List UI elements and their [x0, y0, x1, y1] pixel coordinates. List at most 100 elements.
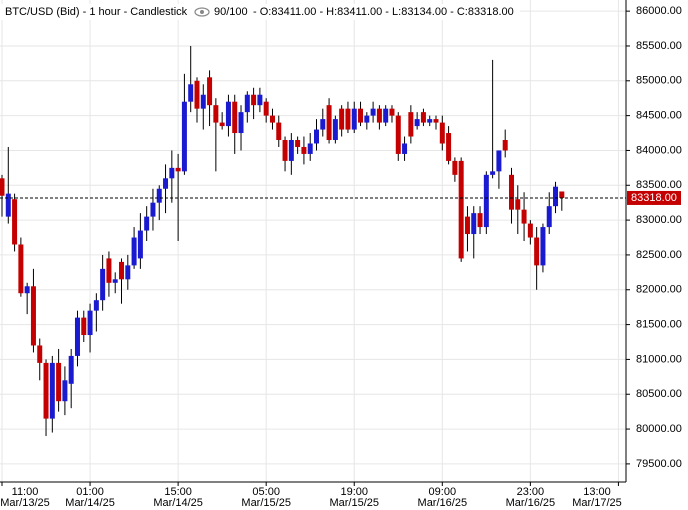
candle-body	[244, 94, 250, 113]
y-tick-label: 83500.00	[636, 179, 682, 191]
candle-body	[119, 261, 125, 280]
candle-body	[200, 94, 206, 109]
candle-body	[364, 115, 370, 123]
x-tick-label: 19:00	[340, 486, 368, 498]
candle-body	[295, 140, 301, 147]
y-tick-label: 79500.00	[636, 458, 682, 470]
chart-title: BTC/USD (Bid) - 1 hour - Candlestick	[5, 6, 188, 18]
candle-body	[376, 108, 382, 123]
candle-body	[471, 213, 477, 235]
candle-body	[332, 119, 338, 141]
candle-body	[527, 223, 533, 238]
candle-body	[502, 140, 508, 151]
candle-body	[446, 133, 452, 161]
x-tick-date: Mar/15/25	[329, 497, 379, 509]
candle-body	[24, 286, 30, 294]
candle-body	[181, 101, 187, 172]
candle-body	[93, 300, 99, 311]
candle-body	[307, 143, 313, 154]
candle-body	[408, 112, 414, 137]
candle-body	[433, 119, 439, 123]
candle-body	[238, 112, 244, 134]
candles	[0, 45, 626, 437]
ohlc-values: O:83411.00 - H:83411.00 - L:83134.00 - C…	[260, 6, 514, 18]
x-tick-date: Mar/15/25	[241, 497, 291, 509]
candle-body	[56, 362, 62, 402]
eye-icon[interactable]	[194, 7, 210, 17]
candle-body	[508, 174, 514, 210]
x-tick-label: 01:00	[76, 486, 104, 498]
candle-body	[458, 160, 464, 259]
x-tick-date: Mar/14/25	[153, 497, 203, 509]
candle-body	[125, 265, 131, 280]
candle-body	[251, 94, 257, 106]
candle-body	[207, 77, 213, 106]
candle-body	[74, 317, 80, 356]
candle-body	[414, 119, 420, 127]
candle-body	[464, 216, 470, 235]
candle-body	[68, 355, 74, 384]
candle-body	[175, 167, 181, 172]
header-bg	[0, 4, 520, 20]
candle-body	[452, 160, 458, 175]
x-tick-label: 11:00	[12, 486, 39, 498]
candle-body	[534, 237, 540, 266]
candle-body	[87, 310, 93, 336]
y-tick-label: 85000.00	[636, 75, 682, 87]
candle-body	[389, 108, 395, 116]
ohlc-label: - O:83411.00 - H:83411.00 - L:83134.00 -…	[253, 6, 514, 18]
candle-body	[150, 202, 156, 217]
axes: 79500.00 80000.00 80500.00 81000.00 81500.00…	[0, 5, 682, 509]
y-tick-label: 84500.00	[636, 110, 682, 122]
candle-body	[358, 108, 364, 123]
candle-body	[30, 286, 36, 346]
candle-body	[49, 362, 55, 419]
candle-body	[225, 101, 231, 127]
candle-body	[320, 119, 326, 130]
candle-body	[301, 146, 307, 154]
candle-body	[62, 380, 68, 402]
y-tick-label: 82000.00	[636, 284, 682, 296]
current-price-label: 83318.00	[631, 192, 677, 204]
candle-body	[540, 227, 546, 266]
x-tick-label: 09:00	[429, 486, 457, 498]
candle-body	[37, 345, 43, 363]
x-tick-label: 23:00	[517, 486, 545, 498]
x-tick-date: Mar/13/25	[0, 497, 50, 509]
candle-body	[515, 199, 521, 210]
candle-body	[257, 94, 263, 106]
candle-body	[43, 362, 49, 419]
candle-body	[345, 108, 351, 130]
count-label: 90/100	[214, 6, 248, 18]
candle-body	[0, 178, 5, 196]
candle-body	[131, 237, 137, 266]
candle-body	[282, 140, 288, 161]
candle-body	[339, 108, 345, 130]
candle-body	[559, 191, 565, 198]
y-tick-label: 84000.00	[636, 144, 682, 156]
candle-body	[553, 186, 559, 207]
candle-body	[106, 258, 112, 283]
candle-body	[546, 206, 552, 228]
candle-body	[420, 112, 426, 123]
y-tick-label: 82500.00	[636, 249, 682, 261]
y-tick-label: 86000.00	[636, 5, 682, 17]
candle-body	[276, 122, 282, 141]
y-tick-label: 81500.00	[636, 318, 682, 330]
candle-body	[395, 115, 401, 154]
candle-body	[427, 119, 433, 123]
y-tick-label: 85500.00	[636, 40, 682, 52]
candle-body	[402, 143, 408, 154]
candle-body	[326, 105, 332, 141]
grid	[0, 0, 626, 482]
candle-body	[81, 317, 87, 336]
x-tick-date: Mar/17/25	[572, 497, 622, 509]
candle-body	[188, 84, 194, 102]
y-tick-label: 80000.00	[636, 423, 682, 435]
candle-body	[269, 115, 275, 123]
candle-body	[144, 216, 150, 231]
x-tick-date: Mar/16/25	[418, 497, 468, 509]
candle-body	[383, 108, 389, 123]
candle-body	[5, 193, 11, 217]
